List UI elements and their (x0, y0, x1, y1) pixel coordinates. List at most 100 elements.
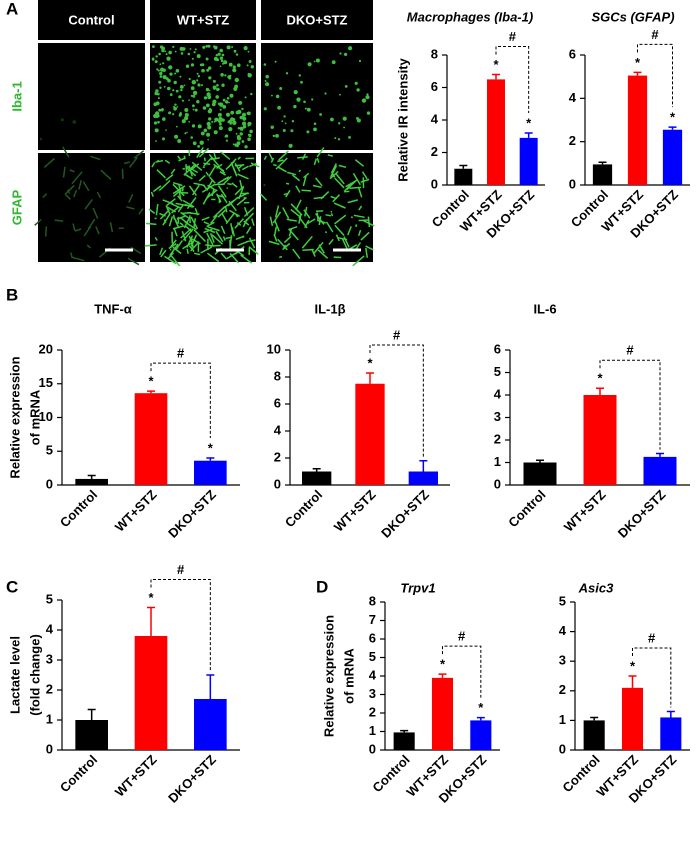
cell-signal (201, 68, 205, 73)
fiber-signal (330, 163, 337, 174)
cell-signal (175, 69, 180, 73)
bar (134, 393, 168, 485)
image-column-label: DKO+STZ (286, 12, 347, 27)
y-tick-label: 6 (431, 79, 438, 94)
fiber-signal (174, 220, 180, 229)
cell-signal (152, 57, 155, 60)
chart-title: IL-1β (314, 301, 345, 316)
fiber-signal (335, 234, 340, 242)
fiber-signal (166, 198, 176, 207)
cell-signal (232, 143, 235, 146)
fiber-signal (169, 243, 179, 256)
cell-signal (154, 60, 158, 64)
fiber-signal (203, 228, 213, 234)
fiber-signal (170, 168, 176, 175)
fiber-signal (330, 213, 334, 217)
cell-signal (153, 121, 158, 125)
cell-signal (212, 85, 217, 90)
cell-signal (274, 60, 277, 63)
cell-signal (239, 126, 244, 131)
fiber-signal (201, 216, 210, 221)
cell-signal (174, 72, 177, 75)
cell-signal (303, 100, 306, 104)
fiber-signal (292, 248, 301, 260)
fiber-signal (237, 173, 249, 180)
cell-signal (293, 90, 298, 95)
error-bar (666, 710, 675, 718)
y-tick-label: 4 (369, 667, 377, 682)
fiber-signal (210, 214, 218, 224)
cell-signal (244, 96, 247, 99)
cell-signal (187, 52, 191, 56)
cell-signal (264, 80, 267, 82)
fiber-signal (185, 165, 199, 174)
cell-signal (190, 136, 193, 139)
fiber-signal (226, 187, 229, 189)
fiber-signal (164, 255, 177, 265)
bar (592, 164, 613, 185)
y-axis-label: Relative IR intensity (395, 57, 410, 181)
error-bar (438, 673, 447, 678)
comparison-label: # (458, 629, 466, 644)
bar (470, 720, 492, 750)
cell-signal (354, 81, 358, 85)
y-tick-label: 0 (274, 476, 281, 491)
fiber-signal (202, 192, 211, 205)
y-tick-label: 6 (274, 395, 281, 410)
fiber-signal (100, 169, 112, 180)
fiber-signal (298, 213, 302, 224)
fiber-signal (285, 182, 290, 185)
cell-signal (167, 78, 171, 83)
fiber-signal (71, 171, 83, 185)
bar (194, 699, 227, 750)
cell-signal (330, 117, 334, 122)
cell-signal (201, 84, 203, 87)
y-tick-label: 4 (431, 111, 439, 126)
fiber-signal (162, 212, 171, 226)
cell-signal (223, 60, 228, 65)
fiber-signal (200, 246, 213, 254)
fiber-signal (327, 154, 334, 157)
cell-signal (263, 107, 267, 111)
cell-signal (179, 112, 182, 115)
cell-signal (270, 125, 274, 129)
error-bar (656, 452, 664, 457)
fiber-signal (92, 207, 99, 219)
fiber-signal (341, 238, 348, 250)
fiber-signal (168, 216, 174, 227)
cell-signal (233, 49, 237, 53)
fiber-signal (361, 171, 368, 180)
fiber-signal (179, 222, 184, 226)
cell-signal (178, 95, 182, 99)
error-bar (312, 468, 321, 472)
fiber-signal (277, 238, 288, 251)
fiber-signal (315, 177, 323, 187)
cell-signal (231, 46, 234, 48)
significance-marker: * (478, 700, 484, 715)
y-tick-label: 4 (46, 621, 54, 636)
cell-signal (229, 93, 234, 98)
fiber-signal (191, 161, 203, 171)
cell-signal (208, 117, 212, 121)
fiber-signal (69, 169, 75, 173)
cell-signal (188, 99, 190, 101)
y-tick-label: 5 (494, 364, 501, 379)
cell-signal (234, 84, 239, 89)
cell-signal (175, 125, 178, 128)
fiber-signal (188, 185, 198, 196)
cell-signal (228, 101, 230, 104)
fiber-signal (358, 205, 363, 211)
cell-signal (206, 132, 211, 137)
bar (134, 636, 168, 750)
cell-signal (271, 94, 273, 97)
fiber-signal (169, 253, 181, 267)
cell-signal (358, 59, 362, 63)
fiber-signal (182, 241, 194, 250)
cell-signal (221, 53, 225, 57)
fiber-signal (235, 214, 239, 218)
y-tick-label: 6 (369, 630, 376, 645)
y-tick-label: 4 (494, 386, 502, 401)
significance-marker: * (526, 115, 532, 130)
cell-signal (206, 68, 210, 72)
error-bar (147, 606, 155, 636)
